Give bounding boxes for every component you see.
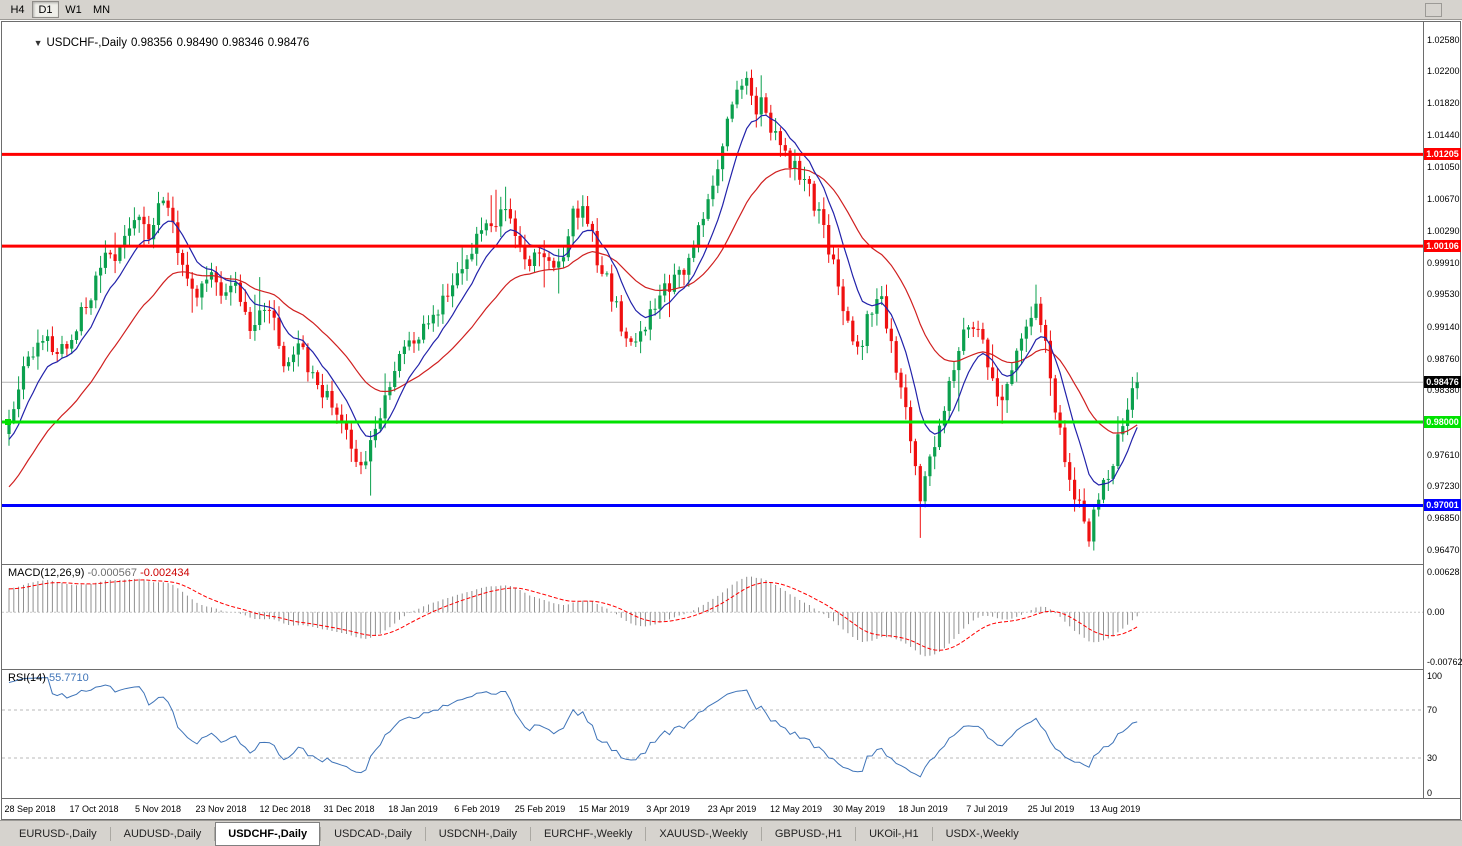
ohlc-close: 0.98476 [267, 37, 310, 49]
one-click-trading-icon[interactable]: ▼ [33, 38, 43, 48]
ohlc-high: 0.98490 [176, 37, 219, 49]
chart-tab-gbpusd-h1[interactable]: GBPUSD-,H1 [761, 823, 856, 844]
rsi-axis-tick: 30 [1427, 753, 1438, 763]
chart-tab-audusd-daily[interactable]: AUDUSD-,Daily [110, 823, 215, 844]
level-price-tag: 1.01205 [1424, 148, 1461, 160]
chart-window: ▼ USDCHF-,Daily 0.98356 0.98490 0.98346 0.984… [1, 21, 1462, 820]
price-tick: 1.00290 [1427, 226, 1460, 236]
toolbar-corner-button[interactable] [1425, 2, 1442, 17]
date-label: 31 Dec 2018 [323, 804, 375, 814]
macd-axis-min: -0.00762 [1427, 657, 1462, 667]
panel-separator[interactable] [2, 564, 1460, 565]
timeframe-button-w1[interactable]: W1 [60, 1, 87, 18]
date-label: 7 Jul 2019 [966, 804, 1008, 814]
macd-axis-max: 0.00628 [1427, 567, 1460, 577]
rsi-axis-tick: 70 [1427, 705, 1438, 715]
date-label: 6 Feb 2019 [454, 804, 500, 814]
tab-separator [645, 826, 647, 841]
chart-tab-eurusd-daily[interactable]: EURUSD-,Daily [6, 823, 110, 844]
macd-panel[interactable]: MACD(12,26,9) -0.000567 -0.002434 [2, 565, 1423, 669]
price-tick: 0.97610 [1427, 450, 1460, 460]
level-price-tag: 0.97001 [1424, 499, 1461, 511]
current-price-tag: 0.98476 [1424, 376, 1461, 388]
chart-title: ▼ USDCHF-,Daily 0.98356 0.98490 0.98346 0.984… [8, 25, 313, 61]
rsi-label: RSI(14) 55.7710 [8, 672, 89, 684]
date-label: 13 Aug 2019 [1089, 804, 1141, 814]
chart-tab-usdx-weekly[interactable]: USDX-,Weekly [932, 823, 1032, 844]
price-chart-panel[interactable]: ▼ USDCHF-,Daily 0.98356 0.98490 0.98346 0.984… [2, 22, 1423, 564]
level-price-tag: 1.00106 [1424, 240, 1461, 252]
price-tick: 1.02580 [1427, 35, 1460, 45]
macd-value-main: -0.000567 [87, 567, 138, 579]
date-label: 25 Jul 2019 [1027, 804, 1075, 814]
date-label: 3 Apr 2019 [646, 804, 690, 814]
ohlc-low: 0.98346 [222, 37, 264, 49]
price-axis[interactable]: 1.02580 1.02200 1.01820 1.01440 1.01050 1.006… [1423, 22, 1462, 798]
price-tick: 0.99530 [1427, 289, 1460, 299]
price-tick: 0.98380 [1427, 385, 1460, 395]
rsi-axis-tick: 100 [1427, 671, 1443, 681]
date-label: 23 Nov 2018 [195, 804, 247, 814]
price-tick: 1.01820 [1427, 98, 1460, 108]
price-tick: 1.00670 [1427, 194, 1460, 204]
tab-separator [320, 826, 322, 841]
macd-axis-zero: 0.00 [1427, 607, 1445, 617]
chart-symbol: USDCHF-,Daily [46, 37, 127, 49]
date-label: 17 Oct 2018 [69, 804, 119, 814]
chart-tab-usdcad-daily[interactable]: USDCAD-,Daily [321, 823, 425, 844]
tab-separator [855, 826, 857, 841]
date-label: 5 Nov 2018 [134, 804, 182, 814]
chart-tab-eurchf-weekly[interactable]: EURCHF-,Weekly [530, 823, 646, 844]
macd-title: MACD(12,26,9) [8, 567, 85, 579]
panel-separator[interactable] [2, 669, 1460, 670]
tab-separator [214, 826, 216, 841]
tab-separator [424, 826, 426, 841]
date-label: 18 Jun 2019 [898, 804, 948, 814]
price-tick: 0.96470 [1427, 545, 1460, 555]
rsi-value: 55.7710 [48, 672, 89, 684]
rsi-panel[interactable]: RSI(14) 55.7710 [2, 670, 1423, 798]
date-label: 12 Dec 2018 [259, 804, 311, 814]
timeframe-button-group: H4 D1 W1 MN [4, 1, 116, 18]
price-tick: 0.98760 [1427, 354, 1460, 364]
rsi-title: RSI(14) [8, 672, 46, 684]
price-tick: 0.99910 [1427, 258, 1460, 268]
timeframe-button-d1[interactable]: D1 [32, 1, 59, 18]
date-label: 23 Apr 2019 [707, 804, 757, 814]
timeframe-button-h4[interactable]: H4 [4, 1, 31, 18]
tab-separator [931, 826, 933, 841]
date-label: 28 Sep 2018 [4, 804, 56, 814]
date-label: 25 Feb 2019 [514, 804, 566, 814]
macd-value-signal: -0.002434 [140, 567, 190, 579]
chart-tab-xauusd-weekly[interactable]: XAUUSD-,Weekly [646, 823, 761, 844]
chart-tab-usdcnh-daily[interactable]: USDCNH-,Daily [425, 823, 530, 844]
date-label: 18 Jan 2019 [388, 804, 438, 814]
rsi-axis-tick: 0 [1427, 788, 1433, 798]
macd-label: MACD(12,26,9) -0.000567 -0.002434 [8, 567, 190, 579]
price-tick: 1.01440 [1427, 130, 1460, 140]
date-label: 12 May 2019 [769, 804, 823, 814]
chart-tab-bar: EURUSD-,Daily AUDUSD-,Daily USDCHF-,Daily U… [0, 820, 1462, 846]
chart-tab-ukoil-h1[interactable]: UKOil-,H1 [856, 823, 932, 844]
date-label: 15 Mar 2019 [578, 804, 630, 814]
price-tick: 0.97230 [1427, 481, 1460, 491]
price-tick: 0.96850 [1427, 513, 1460, 523]
price-tick: 0.99140 [1427, 322, 1460, 332]
price-tick: 1.01050 [1427, 162, 1460, 172]
timeframe-button-mn[interactable]: MN [88, 1, 115, 18]
tab-separator [109, 826, 111, 841]
chart-tab-usdchf-daily[interactable]: USDCHF-,Daily [215, 821, 321, 846]
date-label: 30 May 2019 [832, 804, 886, 814]
tab-separator [529, 826, 531, 841]
tab-separator [760, 826, 762, 841]
ohlc-open: 0.98356 [130, 37, 173, 49]
timeframe-toolbar: H4 D1 W1 MN [0, 0, 1462, 20]
date-axis[interactable]: 28 Sep 2018 17 Oct 2018 5 Nov 2018 23 Nov 2… [2, 798, 1460, 819]
level-price-tag: 0.98000 [1424, 416, 1461, 428]
price-tick: 1.02200 [1427, 66, 1460, 76]
